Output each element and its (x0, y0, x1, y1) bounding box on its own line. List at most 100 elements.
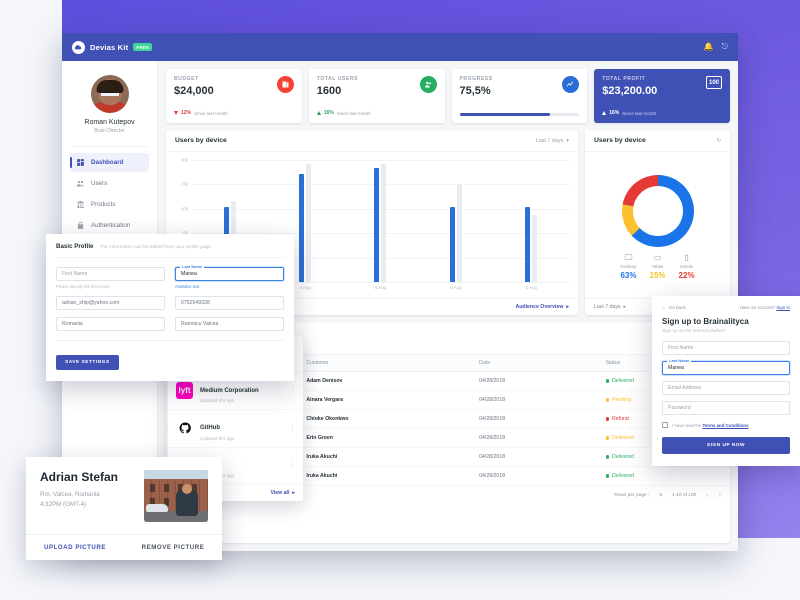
lyft-icon: lyft (176, 382, 193, 400)
bar[interactable] (374, 168, 380, 282)
upload-picture-button[interactable]: UPLOAD PICTURE (43, 544, 106, 551)
remove-picture-button[interactable]: REMOVE PICTURE (141, 544, 205, 551)
signup-password-input[interactable]: Password (662, 401, 790, 415)
bar[interactable] (449, 206, 455, 282)
person-name: Adrian Stefan (40, 470, 119, 484)
brand[interactable]: Devias Kit FREE (72, 40, 153, 54)
stats-row: BUDGET $24,000 12% Since last month (166, 69, 730, 123)
person-time: 4:32PM (GMT-4) (40, 500, 87, 508)
profile-name: Roman Kutepov (84, 119, 135, 126)
person-card-body: Adrian Stefan Rm. Valcea, Romania 4:32PM… (26, 457, 222, 534)
status-label: Refund (612, 416, 629, 422)
progress-bar (459, 113, 580, 116)
cell-date: 04/28/2018 (470, 371, 597, 391)
country-input[interactable]: Romania (56, 316, 165, 331)
pagination-range: 1-10 of 100 (672, 493, 697, 498)
phone-input[interactable]: 0752549328 (175, 295, 284, 310)
cell-date: 04/28/2018 (470, 428, 597, 448)
city-input[interactable]: Ramnicu Valcea (175, 316, 284, 331)
status-dot (605, 455, 610, 459)
users-icon (76, 179, 85, 188)
field-city: Ramnicu Valcea (175, 316, 284, 331)
donut-chart-card: Users by device ↻ 🖵 Desktop 63% ▭ Tablet 15% ▯… (585, 130, 730, 315)
stat-value: $24,000 (174, 85, 214, 97)
audience-overview-link[interactable]: Audience Overview ▸ (516, 304, 569, 310)
stat-value: 1600 (316, 85, 342, 97)
donut-legend: 🖵 Desktop 63% ▭ Tablet 15% ▯ Mobile 22% (620, 252, 695, 280)
bar-group: 4 Aug (299, 160, 312, 290)
refresh-icon[interactable]: ↻ (716, 137, 721, 144)
bar-group: 5 Aug (374, 160, 387, 290)
chevron-right-icon[interactable]: › (718, 492, 721, 499)
logout-icon[interactable]: ⎋ (721, 42, 728, 51)
topbar-actions: 🔔 ⎋ (704, 43, 728, 51)
more-vertical-icon[interactable]: ⋮ (289, 424, 296, 432)
y-axis-tick: 30k (180, 157, 188, 163)
list-item[interactable]: GitHub Updated 5hr ago ⋮ (168, 410, 303, 448)
bar[interactable] (525, 206, 531, 282)
stat-card-total-profit: TOTAL PROFIT $23,200.00 100 16% Since la… (594, 69, 730, 123)
bar[interactable] (532, 214, 538, 282)
legend-value: 22% (678, 270, 695, 280)
list-item[interactable]: lyft Medium Corporation Updated 5hr ago ⋮ (168, 373, 303, 410)
view-all-link[interactable]: View all ▸ (270, 490, 295, 496)
bar[interactable] (381, 164, 387, 282)
rows-per-page-select[interactable]: 5 (659, 493, 663, 498)
cell-status: Delivered (596, 466, 730, 486)
app-updated: Updated 5hr ago (200, 435, 235, 441)
profile-photo[interactable] (144, 470, 208, 522)
terms-prefix: I have read the (672, 422, 702, 428)
person-info: Adrian Stefan Rm. Valcea, Romania 4:32PM… (40, 470, 118, 509)
bell-icon[interactable]: 🔔 (703, 42, 714, 51)
avatar[interactable] (90, 75, 129, 113)
signup-last-name-input[interactable]: Manea (662, 361, 790, 375)
bar[interactable] (299, 174, 305, 282)
products-icon (76, 200, 85, 209)
column-header-date[interactable]: Date (470, 354, 597, 372)
signup-submit-button[interactable]: SIGN UP NOW (662, 437, 790, 454)
legend-label: Mobile (680, 263, 694, 269)
signup-panel: ← Go back Have an account? Sign In Sign … (652, 296, 800, 466)
column-header-customer[interactable]: Customer (297, 354, 471, 372)
stat-delta: 12% (181, 110, 192, 116)
terms-link[interactable]: Terms and Conditions (702, 422, 749, 428)
sidebar-item-label: Dashboard (91, 159, 124, 166)
people-icon (419, 76, 437, 93)
signup-first-name-input[interactable]: First Name (662, 341, 790, 355)
more-vertical-icon[interactable]: ⋮ (289, 462, 296, 470)
stat-delta: 16% (323, 110, 334, 116)
trend-up-icon (602, 111, 607, 115)
donut-range-link[interactable]: Last 7 days ▸ (594, 304, 626, 310)
trending-up-icon (562, 76, 580, 93)
basic-profile-header: Basic Profile The information can be edi… (56, 243, 284, 258)
audience-overview-label: Audience Overview (515, 304, 564, 310)
first-name-input[interactable]: First Name (56, 267, 165, 281)
email-input[interactable]: adrian_ship@yahoo.com (56, 295, 165, 310)
bar[interactable] (306, 164, 312, 282)
app-updated: Updated 5hr ago (200, 398, 235, 403)
bar[interactable] (456, 184, 462, 282)
sidebar-item-dashboard[interactable]: Dashboard (70, 153, 149, 172)
cell-customer: Ainara Vergara (297, 390, 471, 410)
sign-in-link[interactable]: Sign In (776, 305, 790, 310)
last-name-input[interactable]: Manea (175, 267, 284, 281)
have-account-label: Have an account? (739, 305, 776, 310)
field-first-name: First Name Please specify the first name (56, 267, 165, 289)
more-vertical-icon[interactable]: ⋮ (289, 387, 296, 395)
save-settings-button[interactable]: SAVE SETTINGS (56, 354, 119, 370)
field-last-name: Last Name Manea Assistive text (175, 264, 284, 289)
chevron-left-icon[interactable]: ‹ (706, 492, 709, 499)
terms-checkbox[interactable] (662, 422, 668, 428)
desktop-icon: 🖵 (624, 252, 633, 262)
range-selector[interactable]: Last 7 days ▾ (536, 138, 569, 144)
go-back-link[interactable]: ← Go back (662, 305, 686, 310)
stat-since: Since last month (622, 110, 657, 116)
sidebar-item-authentication[interactable]: Authentication (70, 216, 149, 235)
app-text: GitHub Updated 5hr ago (200, 416, 234, 441)
stat-value: 75,5% (459, 85, 491, 97)
sidebar-item-products[interactable]: Products (70, 195, 149, 214)
app-name: Medium Corporation (200, 387, 259, 394)
signup-email-input[interactable]: Email Address (662, 381, 790, 395)
sidebar-item-users[interactable]: Users (70, 174, 149, 193)
status-dot (605, 417, 610, 421)
